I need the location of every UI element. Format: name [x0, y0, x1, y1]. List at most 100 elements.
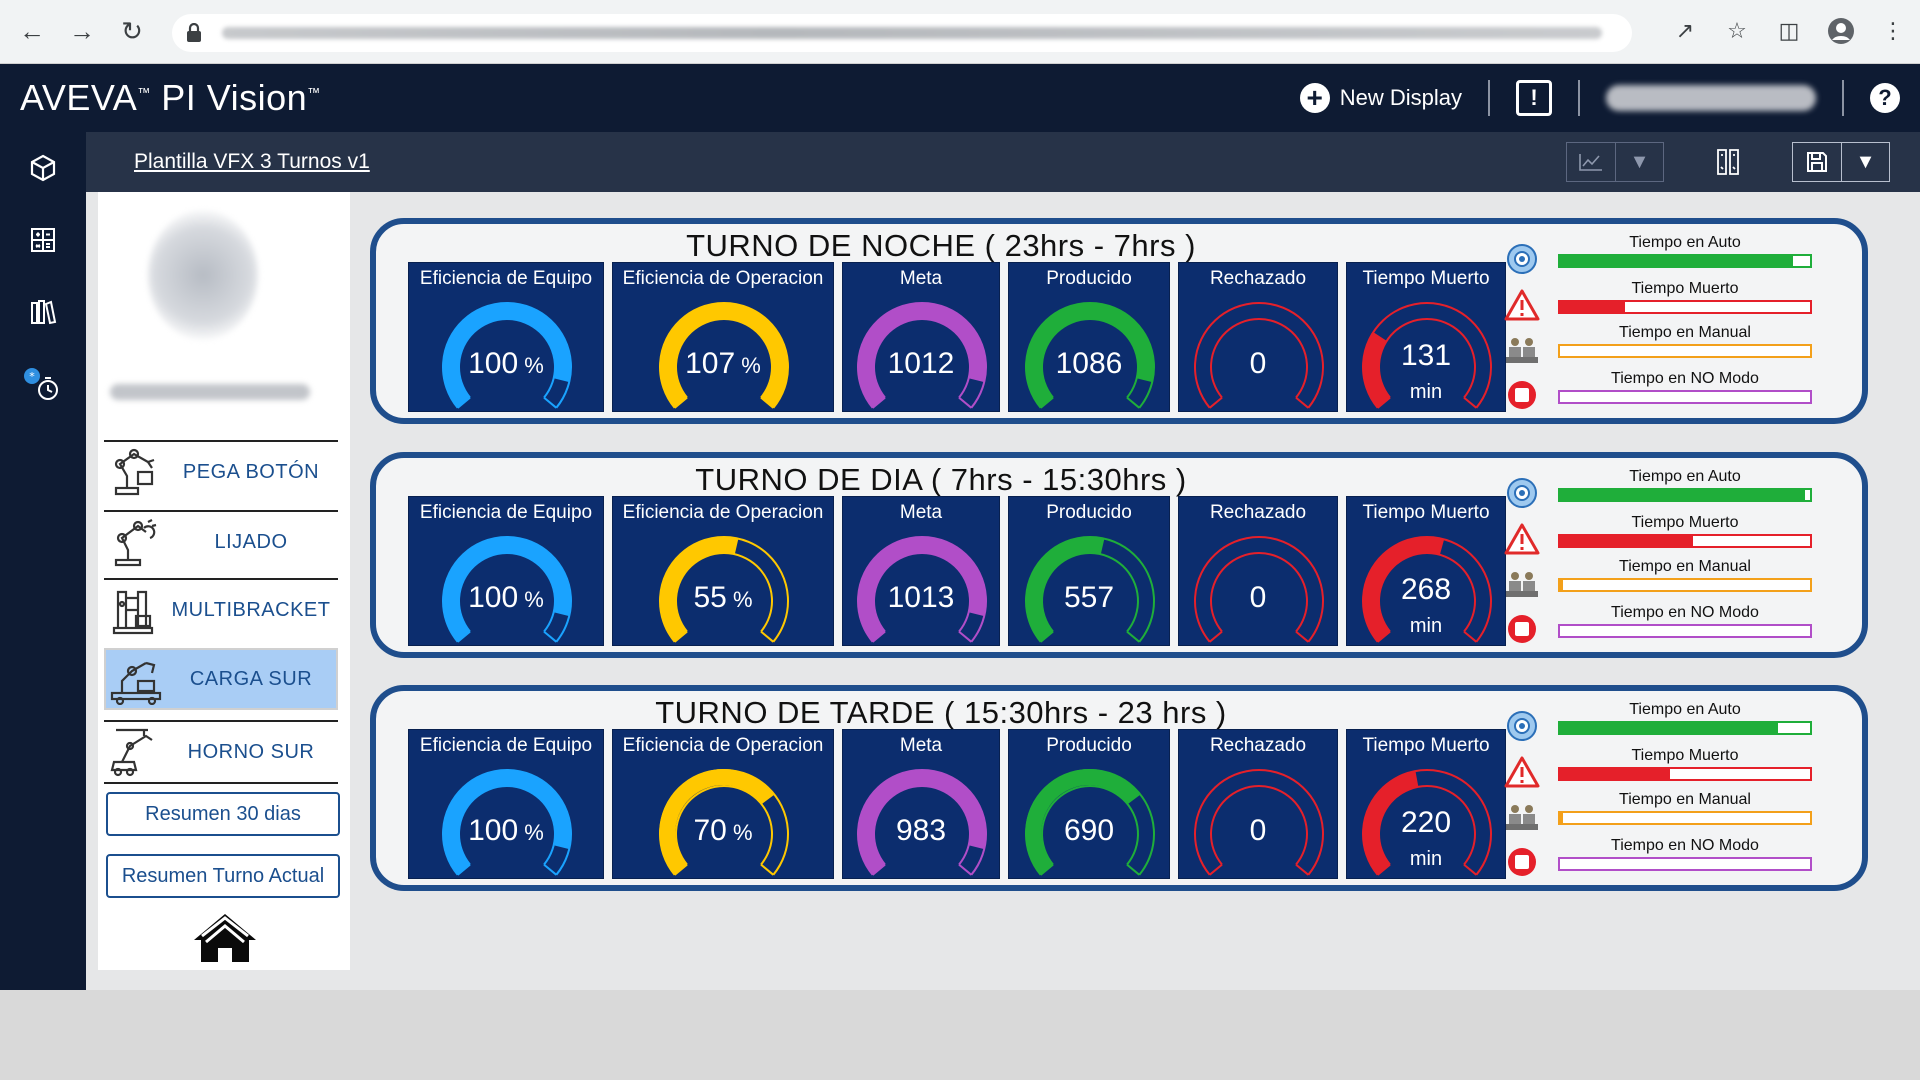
- chevron-down-icon[interactable]: ▼: [1615, 143, 1663, 181]
- gauge-value: 131: [1347, 339, 1505, 373]
- gauge-value: 100 %: [409, 814, 603, 848]
- gauge-value: 268: [1347, 573, 1505, 607]
- gauge-tile-producido[interactable]: Producido 557: [1008, 496, 1170, 646]
- cube-icon[interactable]: [0, 132, 86, 204]
- gauge-tile-eff-operacion[interactable]: Eficiencia de Operacion 107 %: [612, 262, 834, 412]
- gauge-tile-tiempo-muerto[interactable]: Tiempo Muerto 268 min: [1346, 496, 1506, 646]
- status-row-manual[interactable]: Tiempo en Manual: [1504, 324, 1834, 368]
- address-bar[interactable]: [172, 14, 1632, 52]
- gauge-tile-meta[interactable]: Meta 1013: [842, 496, 1000, 646]
- gauge-label: Meta: [899, 735, 943, 756]
- gauge-tile-eff-equipo[interactable]: Eficiencia de Equipo 100 %: [408, 496, 604, 646]
- gauge-tile-rechazado[interactable]: Rechazado 0: [1178, 729, 1338, 879]
- gauge-tile-tiempo-muerto[interactable]: Tiempo Muerto 131 min: [1346, 262, 1506, 412]
- header-divider: [1488, 80, 1490, 116]
- status-row-downtime[interactable]: Tiempo Muerto: [1504, 280, 1834, 324]
- gauge-track-inner: [1378, 785, 1476, 866]
- gauge-value-number: 983: [895, 814, 947, 847]
- back-arrow-icon[interactable]: ←: [19, 16, 45, 46]
- gauge-dial: [1362, 535, 1492, 643]
- trend-button-group: ▼: [1566, 142, 1664, 182]
- menu-item-pega-boton[interactable]: PEGA BOTÓN: [104, 440, 338, 502]
- status-row-downtime[interactable]: Tiempo Muerto: [1504, 747, 1834, 791]
- header-divider: [1578, 80, 1580, 116]
- gauge-value-number: 690: [1063, 814, 1115, 847]
- gauge-fill: [1026, 536, 1105, 642]
- event-timer-icon[interactable]: *: [0, 348, 86, 420]
- status-row-downtime[interactable]: Tiempo Muerto: [1504, 514, 1834, 558]
- status-row-manual[interactable]: Tiempo en Manual: [1504, 558, 1834, 602]
- gauge-label: Tiempo Muerto: [1362, 502, 1490, 523]
- sanding-robot-icon: [104, 514, 164, 570]
- book-panel-icon[interactable]: [1704, 143, 1752, 181]
- gauge-label: Producido: [1046, 735, 1132, 756]
- gauge-fill: [858, 770, 986, 875]
- status-progress-fill: [1560, 490, 1805, 500]
- summary-current-shift-button[interactable]: Resumen Turno Actual: [106, 854, 340, 898]
- menu-item-lijado[interactable]: LIJADO: [104, 510, 338, 572]
- gauge-label: Meta: [899, 502, 943, 523]
- gauge-tile-producido[interactable]: Producido 1086: [1008, 262, 1170, 412]
- gauge-value-number: 131: [1400, 339, 1452, 372]
- gauge-tile-rechazado[interactable]: Rechazado 0: [1178, 496, 1338, 646]
- side-panel-icon[interactable]: ◫: [1778, 18, 1800, 43]
- gauge-label: Tiempo Muerto: [1362, 268, 1490, 289]
- status-row-auto[interactable]: Tiempo en Auto: [1504, 234, 1834, 278]
- help-icon[interactable]: ?: [1870, 83, 1900, 113]
- calculator-icon[interactable]: [0, 204, 86, 276]
- new-display-button[interactable]: + New Display: [1299, 83, 1462, 113]
- status-row-no-mode[interactable]: Tiempo en NO Modo: [1504, 837, 1834, 881]
- gauge-unit-percent: %: [518, 353, 544, 378]
- gauge-dial: [1194, 768, 1324, 876]
- gauge-tile-producido[interactable]: Producido 690: [1008, 729, 1170, 879]
- gauge-fill: [443, 537, 571, 642]
- gauge-tile-tiempo-muerto[interactable]: Tiempo Muerto 220 min: [1346, 729, 1506, 879]
- gauge-label: Producido: [1046, 502, 1132, 523]
- status-progress-fill: [1560, 536, 1693, 546]
- kebab-menu-icon[interactable]: ⋮: [1882, 18, 1904, 43]
- gauge-tile-rechazado[interactable]: Rechazado 0: [1178, 262, 1338, 412]
- gauge-tile-eff-operacion[interactable]: Eficiencia de Operacion 55 %: [612, 496, 834, 646]
- gauge-tile-eff-operacion[interactable]: Eficiencia de Operacion 70 %: [612, 729, 834, 879]
- status-row-no-mode[interactable]: Tiempo en NO Modo: [1504, 370, 1834, 414]
- gauge-track-inner: [458, 318, 556, 399]
- gauge-dial: [1025, 768, 1155, 876]
- gauge-track-inner: [1041, 318, 1139, 399]
- forward-arrow-icon[interactable]: →: [69, 16, 95, 46]
- notification-alert-icon[interactable]: !: [1516, 80, 1552, 116]
- gauge-value: 0: [1179, 814, 1337, 848]
- library-icon[interactable]: [0, 276, 86, 348]
- status-row-manual[interactable]: Tiempo en Manual: [1504, 791, 1834, 835]
- gauge-label: Rechazado: [1209, 268, 1307, 289]
- gauge-fill: [1363, 537, 1445, 642]
- gauge-dial: [857, 768, 987, 876]
- menu-item-horno-sur[interactable]: HORNO SUR: [104, 720, 338, 782]
- gauge-end-cap: [1209, 630, 1223, 643]
- gauge-tile-eff-equipo[interactable]: Eficiencia de Equipo 100 %: [408, 262, 604, 412]
- gauge-tile-meta[interactable]: Meta 1012: [842, 262, 1000, 412]
- status-row-auto[interactable]: Tiempo en Auto: [1504, 468, 1834, 512]
- mode-time-status: Tiempo en Auto Tiempo Muerto Tiempo en Man…: [1504, 701, 1834, 881]
- summary-30-days-button[interactable]: Resumen 30 dias: [106, 792, 340, 836]
- menu-item-multibracket[interactable]: MULTIBRACKET: [104, 578, 338, 640]
- status-row-auto[interactable]: Tiempo en Auto: [1504, 701, 1834, 745]
- gauge-track-inner: [675, 552, 773, 633]
- status-row-no-mode[interactable]: Tiempo en NO Modo: [1504, 604, 1834, 648]
- user-menu-blurred[interactable]: [1606, 85, 1816, 111]
- reload-icon[interactable]: ↻: [121, 16, 143, 46]
- profile-icon[interactable]: [1824, 14, 1858, 48]
- warning-icon: [1504, 522, 1540, 556]
- menu-item-carga-sur[interactable]: CARGA SUR: [104, 648, 338, 710]
- gauge-track-inner: [1041, 552, 1139, 633]
- chevron-down-icon[interactable]: ▼: [1841, 143, 1889, 181]
- display-name-link[interactable]: Plantilla VFX 3 Turnos v1: [134, 150, 370, 173]
- gauge-tile-meta[interactable]: Meta 983: [842, 729, 1000, 879]
- company-logo-blurred: [148, 210, 258, 340]
- star-icon[interactable]: ☆: [1727, 18, 1747, 43]
- save-icon[interactable]: [1793, 143, 1841, 181]
- gauge-tile-eff-equipo[interactable]: Eficiencia de Equipo 100 %: [408, 729, 604, 879]
- trend-chart-icon[interactable]: [1567, 143, 1615, 181]
- home-icon[interactable]: [190, 910, 260, 966]
- gauge-value-number: 1086: [1055, 347, 1123, 380]
- share-icon[interactable]: ↗: [1675, 18, 1695, 43]
